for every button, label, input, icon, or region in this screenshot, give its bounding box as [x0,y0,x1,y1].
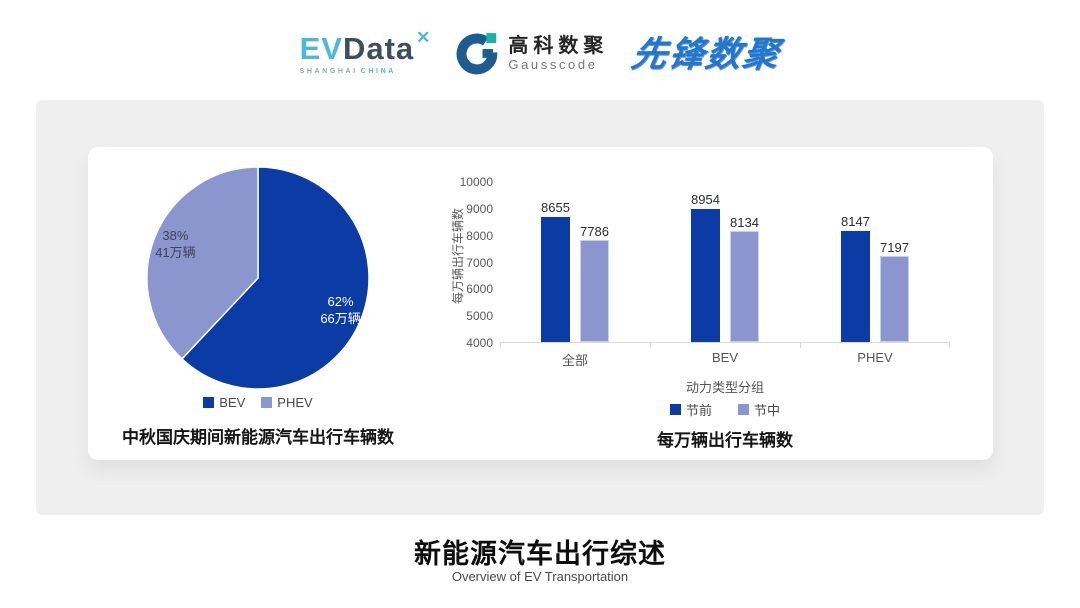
chart-panel: 62% 66万辆 38% 41万辆 BEV PHEV 中秋国庆期间新能源汽车出行车辆数 … [36,100,1044,515]
legend-label: BEV [219,395,246,410]
legend-swatch-icon [669,404,681,415]
legend-item: 节前 [669,400,712,419]
pie-slice-bev [180,166,370,390]
bar-节前-PHEV: 8147 [841,214,870,342]
bar-节中-全部: 7786 [580,224,609,342]
evdata-logo: EV Data ✕ SHANGHAI CHINA [299,29,432,75]
gausscode-logo: 高科数聚 Gausscode [455,32,608,76]
bar-节中-PHEV: 7197 [880,240,909,342]
pie-legend: BEV PHEV [108,395,408,410]
bar-value-label: 7197 [880,240,909,256]
bar-节前-全部: 8655 [541,200,570,342]
legend-swatch-icon [738,404,749,415]
bar-plot-area: 8655 7786 8954 8134 8147 7197 [500,182,950,348]
bar-category-row: 全部 BEV PHEV [500,350,950,369]
legend-swatch-icon [203,397,215,408]
page-subtitle: Overview of EV Transportation [451,569,629,584]
pioneer-logo: 先锋数聚 [628,34,784,74]
evdata-data-text: Data [342,31,415,66]
pie-chart-title: 中秋国庆期间新能源汽车出行车辆数 [122,428,394,447]
x-axis-tick [949,343,950,348]
gausscode-g-icon [455,32,499,76]
pie-slice-label: 62% 66万辆 [320,293,361,326]
x-axis-tick [649,343,651,348]
evdata-shanghai-text: SHANGHAI [299,68,358,75]
legend-label: 节中 [754,403,781,418]
bar-group-PHEV: 8147 7197 [800,182,950,342]
legend-item: PHEV [261,395,313,410]
legend-label: 节前 [685,403,712,418]
y-tick-label: 10000 [459,175,493,189]
category-label: PHEV [857,350,893,365]
y-tick-label: 4000 [466,336,493,350]
bar-x-axis-title: 动力类型分组 [685,380,764,395]
pie-slice-phev [146,166,259,360]
bar-value-label: 8134 [730,215,759,231]
y-tick-label: 9000 [466,201,493,216]
legend-item: BEV [203,395,245,410]
y-tick-label: 7000 [466,255,493,270]
evdata-wordmark: EV Data ✕ [299,29,432,66]
category-label: BEV [711,350,738,365]
evdata-ev-text: EV [299,31,343,66]
bar-value-label: 8655 [541,200,570,216]
y-tick-label: 8000 [466,228,493,243]
pie-svg [146,166,370,390]
evdata-subtext: SHANGHAI CHINA [300,68,432,75]
gausscode-cn-text: 高科数聚 [508,35,609,58]
bar-chart-title: 每万辆出行车辆数 [657,431,793,450]
x-axis-tick [500,343,501,348]
category-label: 全部 [561,353,588,368]
legend-label: PHEV [277,395,313,410]
pie-chart-block: 62% 66万辆 38% 41万辆 BEV PHEV 中秋国庆期间新能源汽车出行车辆数 [108,165,408,448]
y-tick-label: 6000 [466,282,493,297]
page-title: 新能源汽车出行综述 [414,539,666,569]
y-tick-label: 5000 [466,309,493,324]
gausscode-wordmark: 高科数聚 Gausscode [508,35,608,72]
bar-group-全部: 8655 7786 [500,182,650,342]
bar-group-BEV: 8954 8134 [650,182,800,342]
bar-chart-block: 每万辆出行车辆数 10000 9000 8000 7000 6000 5000 4000 8… [443,167,983,457]
pie-chart: 62% 66万辆 38% 41万辆 [145,165,371,391]
pie-slice-label: 38% 41万辆 [155,228,196,261]
bar-value-label: 8147 [841,213,870,229]
legend-item: 节中 [738,400,780,419]
bar-节前-BEV: 8954 [691,192,720,342]
bar-legend: 节前 节中 [500,400,950,419]
gausscode-en-text: Gausscode [508,57,598,73]
bar-value-label: 7786 [580,224,609,240]
evdata-china-text: CHINA [360,68,396,75]
chart-card: 62% 66万辆 38% 41万辆 BEV PHEV 中秋国庆期间新能源汽车出行车辆数 … [88,147,993,460]
x-axis-tick [800,343,801,348]
bar-节中-BEV: 8134 [730,215,759,342]
logo-header: EV Data ✕ SHANGHAI CHINA 高科数聚 Gausscode 先锋数… [0,22,1080,86]
evdata-spark-icon: ✕ [416,28,432,47]
legend-swatch-icon [261,397,273,408]
bar-value-label: 8954 [691,192,720,208]
